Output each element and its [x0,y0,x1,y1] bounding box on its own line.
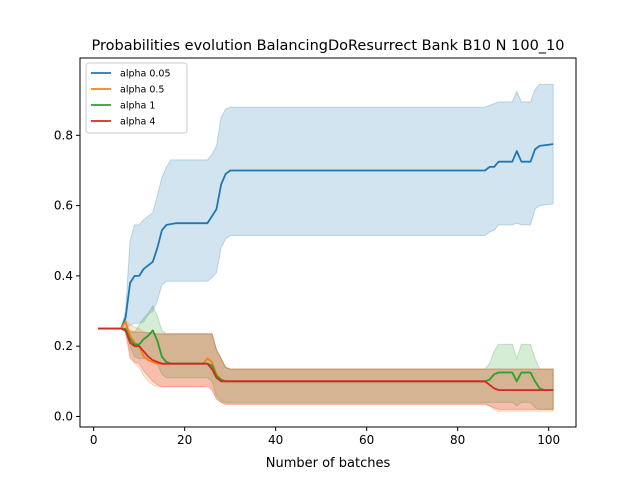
y-tick-label: 0.0 [54,409,73,423]
band-alpha-4 [98,328,554,410]
confidence-bands [98,83,554,412]
x-axis-ticks: 0 20 40 60 80 100 [90,427,560,447]
legend-label: alpha 0.05 [120,69,171,80]
legend-box [85,62,188,134]
x-tick-label: 40 [268,433,283,447]
x-axis-label: Number of batches [266,456,391,471]
y-tick-label: 0.2 [54,339,73,353]
line-alpha-0-05 [98,143,554,330]
chart-title: Probabilities evolution BalancingDoResur… [91,38,564,54]
plot-frame [79,57,577,428]
line-alpha-4 [98,327,554,392]
y-tick-label: 0.8 [54,128,73,142]
x-tick-label: 20 [177,433,192,447]
x-tick-label: 0 [90,433,98,447]
x-tick-label: 100 [537,433,560,447]
x-tick-label: 60 [359,433,374,447]
legend-label: alpha 1 [120,101,155,112]
y-tick-label: 0.4 [54,269,73,283]
y-axis-ticks: 0.0 0.2 0.4 0.6 0.8 [54,128,80,423]
legend-label: alpha 0.5 [120,85,164,96]
y-tick-label: 0.6 [54,199,73,213]
x-tick-label: 80 [450,433,465,447]
line-alpha-1 [98,327,554,392]
legend-label: alpha 4 [120,117,155,128]
legend: alpha 0.05 alpha 0.5 alpha 1 alpha 4 [85,62,188,134]
band-alpha-0-05 [98,83,554,330]
series-lines [98,143,554,392]
